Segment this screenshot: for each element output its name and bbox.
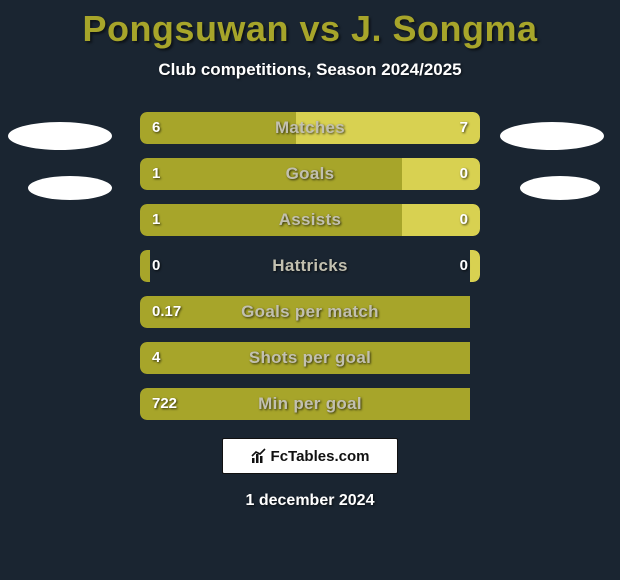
chart-icon — [251, 448, 267, 464]
bar-left — [140, 112, 296, 144]
bar-right — [402, 204, 480, 236]
footer-date: 1 december 2024 — [0, 492, 620, 510]
bar-track — [140, 296, 480, 328]
bars-area: Matches67Goals10Assists10Hattricks00Goal… — [0, 112, 620, 420]
player-right-name: J. Songma — [351, 8, 538, 49]
bar-right — [296, 112, 480, 144]
vs-text: vs — [289, 8, 351, 49]
stat-row: Goals per match0.17 — [0, 296, 620, 328]
value-left: 722 — [152, 388, 177, 420]
bar-left — [140, 158, 402, 190]
decorative-ellipse — [8, 122, 112, 150]
stat-row: Shots per goal4 — [0, 342, 620, 374]
bar-left — [140, 388, 470, 420]
player-left-name: Pongsuwan — [82, 8, 289, 49]
stat-row: Min per goal722 — [0, 388, 620, 420]
value-right: 7 — [460, 112, 468, 144]
bar-right — [402, 158, 480, 190]
value-left: 0.17 — [152, 296, 181, 328]
bar-track — [140, 204, 480, 236]
source-badge[interactable]: FcTables.com — [222, 438, 398, 474]
bar-track — [140, 388, 480, 420]
value-right: 0 — [460, 250, 468, 282]
stat-row: Hattricks00 — [0, 250, 620, 282]
decorative-ellipse — [28, 176, 112, 200]
value-left: 0 — [152, 250, 160, 282]
bar-left — [140, 204, 402, 236]
subtitle: Club competitions, Season 2024/2025 — [0, 60, 620, 80]
bar-track — [140, 112, 480, 144]
badge-text: FcTables.com — [271, 448, 370, 465]
value-right: 0 — [460, 158, 468, 190]
content: Pongsuwan vs J. Songma Club competitions… — [0, 0, 620, 510]
stat-row: Assists10 — [0, 204, 620, 236]
bar-track — [140, 250, 480, 282]
value-left: 1 — [152, 158, 160, 190]
value-left: 1 — [152, 204, 160, 236]
bar-left — [140, 250, 150, 282]
value-right: 0 — [460, 204, 468, 236]
page-title: Pongsuwan vs J. Songma — [0, 0, 620, 50]
bar-track — [140, 342, 480, 374]
bar-track — [140, 158, 480, 190]
bar-right — [470, 250, 480, 282]
value-left: 6 — [152, 112, 160, 144]
value-left: 4 — [152, 342, 160, 374]
decorative-ellipse — [500, 122, 604, 150]
bar-left — [140, 342, 470, 374]
decorative-ellipse — [520, 176, 600, 200]
bar-left — [140, 296, 470, 328]
